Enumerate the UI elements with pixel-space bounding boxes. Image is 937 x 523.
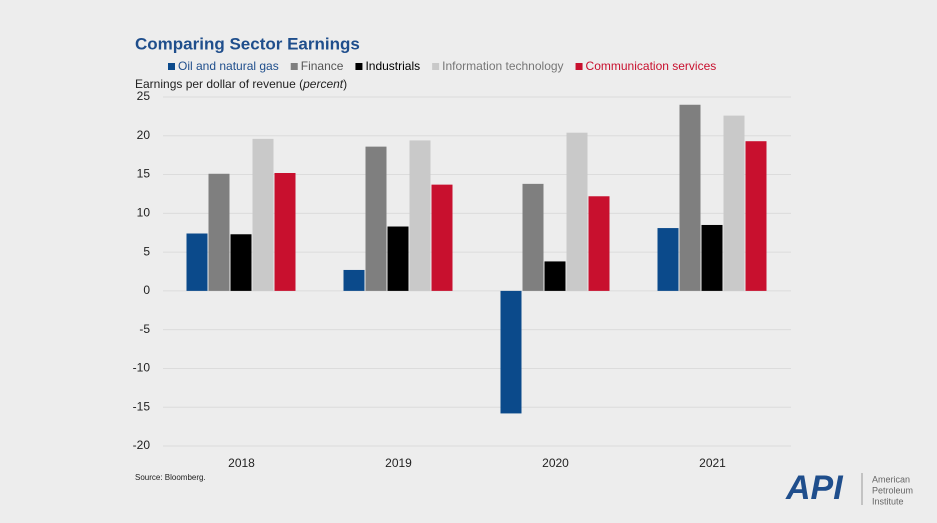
x-tick-label: 2021: [699, 456, 726, 470]
legend-swatch: [168, 63, 175, 70]
y-tick-label: -20: [133, 438, 151, 452]
y-tick-label: 15: [137, 167, 151, 181]
bar: [409, 140, 431, 291]
bar: [701, 224, 723, 291]
bar: [679, 104, 701, 291]
bar: [230, 234, 252, 291]
bar: [186, 233, 208, 291]
bar: [522, 183, 544, 291]
bar: [365, 146, 387, 291]
y-axis-label: Earnings per dollar of revenue (percent): [135, 77, 347, 91]
bar: [343, 269, 365, 291]
legend-swatch: [355, 63, 363, 70]
legend-label: Industrials: [365, 59, 420, 73]
bar: [431, 184, 453, 291]
y-tick-label: -15: [133, 399, 151, 413]
bar: [274, 173, 296, 291]
y-label-part: percent: [302, 77, 344, 91]
legend-label: Finance: [301, 59, 344, 73]
logo-text: Petroleum: [872, 485, 913, 495]
x-tick-label: 2018: [228, 456, 255, 470]
logo-text: Institute: [872, 496, 904, 506]
bar: [208, 173, 230, 291]
bar: [387, 226, 409, 291]
y-label-part: ): [343, 77, 347, 91]
x-tick-label: 2020: [542, 456, 569, 470]
bar: [588, 196, 610, 291]
y-tick-label: 5: [143, 244, 150, 258]
y-tick-label: 10: [137, 206, 151, 220]
bar: [252, 138, 274, 291]
chart-title: Comparing Sector Earnings: [135, 34, 360, 53]
bar: [566, 132, 588, 291]
y-tick-label: -10: [133, 361, 151, 375]
legend-swatch: [290, 63, 298, 70]
bar: [745, 141, 767, 291]
y-label-part: Earnings per dollar of revenue (: [135, 77, 303, 91]
y-tick-label: 25: [137, 89, 151, 103]
legend-swatch: [432, 63, 440, 70]
legend-swatch: [575, 63, 583, 70]
source: Source: Bloomberg.: [135, 473, 206, 482]
logo-mark: API: [785, 469, 844, 507]
legend-label: Information technology: [442, 59, 563, 73]
logo-text: American: [872, 474, 910, 484]
y-tick-label: 20: [137, 128, 151, 142]
y-tick-label: -5: [139, 322, 150, 336]
bar: [723, 115, 745, 291]
logo: API American Petroleum Institute: [785, 469, 913, 507]
y-tick-label: 0: [143, 283, 150, 297]
legend-label: Communication services: [586, 59, 717, 73]
legend-label: Oil and natural gas: [178, 59, 279, 73]
bar: [500, 290, 522, 414]
bar: [544, 261, 566, 291]
x-tick-label: 2019: [385, 456, 412, 470]
bar: [657, 228, 679, 291]
